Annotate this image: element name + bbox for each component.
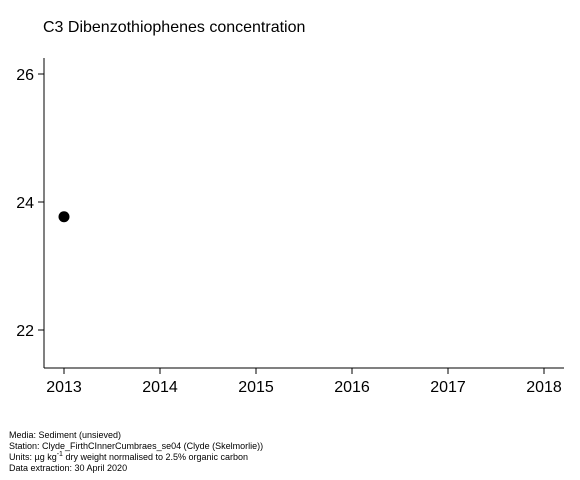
y-tick-label: 24	[16, 195, 34, 212]
x-tick-label: 2017	[430, 379, 466, 396]
chart-footer: Media: Sediment (unsieved) Station: Clyd…	[9, 430, 263, 474]
y-tick-label: 22	[16, 323, 34, 340]
data-point	[58, 211, 70, 223]
footer-extraction: Data extraction: 30 April 2020	[9, 463, 128, 473]
y-tick-label: 26	[16, 67, 34, 84]
x-tick-label: 2015	[238, 379, 274, 396]
footer-station: Station: Clyde_FirthCInnerCumbraes_se04 …	[9, 441, 264, 451]
chart-axes	[43, 58, 564, 369]
x-ticks: 2013 2014 2015 2016 2017 2018	[46, 368, 562, 396]
data-points	[58, 211, 70, 223]
footer-units: Units: µg kg-1 dry weight normalised to …	[9, 451, 263, 463]
footer-units-suffix: dry weight normalised to 2.5% organic ca…	[62, 452, 249, 462]
y-ticks: 22 24 26	[16, 67, 44, 340]
footer-media: Media: Sediment (unsieved)	[9, 430, 122, 440]
x-tick-label: 2018	[526, 379, 562, 396]
chart-title: C3 Dibenzothiophenes concentration	[43, 19, 306, 36]
x-tick-label: 2014	[142, 379, 178, 396]
footer-units-exponent: -1	[56, 451, 63, 458]
x-tick-label: 2016	[334, 379, 370, 396]
footer-units-prefix: Units: µg kg	[9, 452, 57, 462]
x-tick-label: 2013	[46, 379, 82, 396]
